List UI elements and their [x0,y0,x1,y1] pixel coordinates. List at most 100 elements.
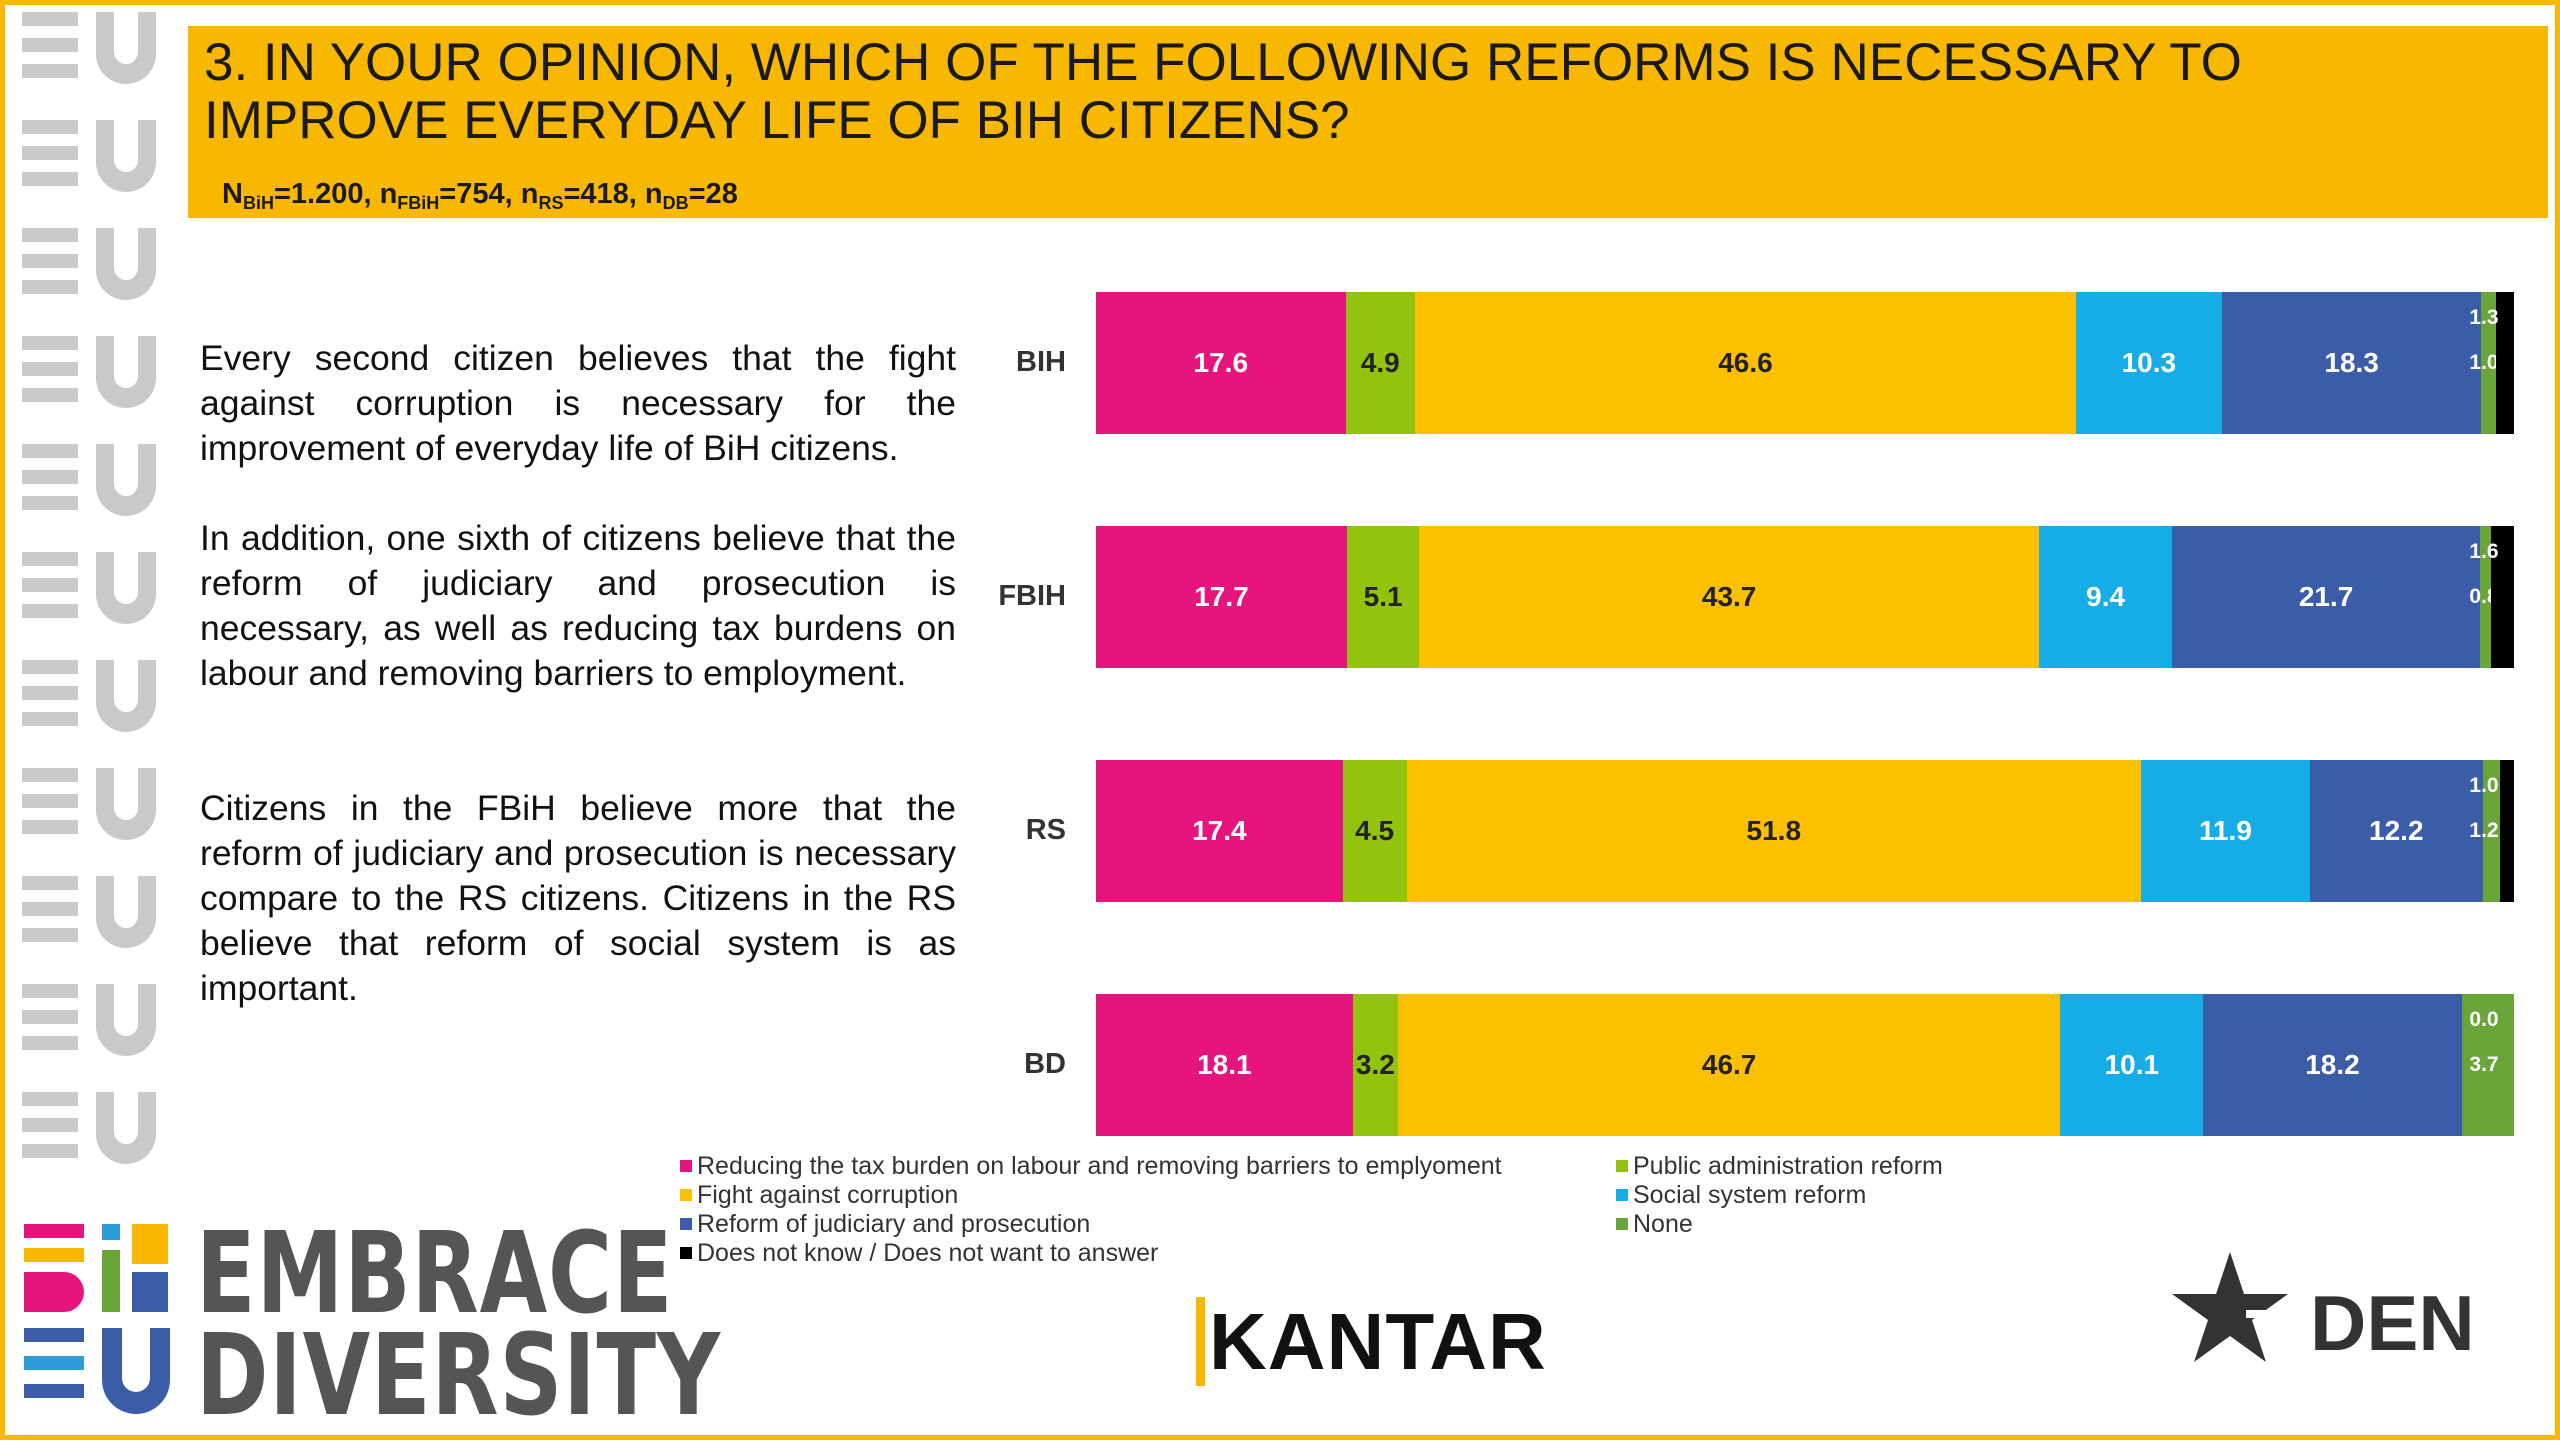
bar-value-label: 43.7 [1701,581,1757,612]
bar-segment [1096,760,1343,902]
bar-value-label: 0.8 [2469,585,2499,608]
decor-shape [96,768,156,840]
bar-value-label: 1.2 [2469,819,2499,842]
diversity-text: DIVERSITY [196,1311,721,1441]
decor-shape [22,820,78,834]
legend-label: Does not know / Does not want to answer [697,1239,1159,1267]
bar-segment [2038,526,2173,668]
decor-shape [96,12,156,84]
decor-shape [22,228,78,242]
bar-segment [2060,994,2204,1136]
decor-shape [22,1144,78,1158]
decor-shape [22,120,78,134]
bar-segment [2495,292,2514,434]
decor-shape [22,336,78,350]
bar-value-label: 46.6 [1718,347,1773,378]
bar-segment [2075,292,2222,434]
bar-value-label: 21.7 [2298,581,2354,612]
bar-value-label: 17.4 [1192,815,1247,846]
decor-shape [22,146,78,160]
bar-value-label: 5.1 [1363,581,1403,612]
decor-shape [96,1092,156,1164]
bar-value-label: 51.8 [1746,815,1802,846]
bar-value-label: 18.1 [1197,1049,1252,1080]
decor-shape [22,254,78,268]
bar-value-label: 3.7 [2469,1053,2499,1076]
decor-shape [22,604,78,618]
bar-value-label: 10.1 [2104,1049,2160,1080]
bar-value-label: 18.2 [2305,1049,2360,1080]
bar-segment [2491,526,2514,668]
decor-shape [22,1010,78,1024]
sample-sub: FBiH [397,193,440,213]
decor-shape [22,876,78,890]
bar-value-label: 1.0 [2469,351,2499,374]
eu-bih-pattern-decoration [22,12,156,1164]
bar-segment [1398,994,2061,1136]
decor-shape [22,444,78,458]
bar-value-label: 3.2 [1355,1049,1395,1080]
bar-value-label: 17.7 [1194,581,1249,612]
decor-shape [22,984,78,998]
bar-segment [1096,526,1347,668]
legend-item: None [1616,1210,1693,1239]
legend-swatch [1616,1189,1628,1201]
decor-shape [22,794,78,808]
bar-segment [1346,526,1420,668]
decor-shape [22,552,78,566]
bar-value-label: 17.6 [1193,347,1249,378]
legend-swatch [1616,1160,1628,1172]
bar-segment [1345,292,1416,434]
title-line-2: IMPROVE EVERYDAY LIFE OF BIH CITIZENS? [204,91,1350,150]
sample-val: =28 [688,178,738,210]
den-logo: DEN [2172,1252,2470,1367]
decor-shape [22,496,78,510]
decor-shape [22,470,78,484]
bar-segment [2309,760,2483,902]
legend-swatch [680,1247,692,1259]
sample-n: n [379,178,398,210]
bar-segment [1096,994,1353,1136]
bar-segment [2461,994,2514,1136]
legend-label: Reform of judiciary and prosecution [697,1210,1091,1238]
decor-shape [96,660,156,732]
legend-label: Social system reform [1633,1181,1867,1209]
bar-segment [2479,526,2492,668]
decor-shape [22,686,78,700]
legend-label: Reducing the tax burden on labour and re… [697,1152,1502,1180]
decor-shape [22,660,78,674]
title-line-1: 3. IN YOUR OPINION, WHICH OF THE FOLLOWI… [204,33,2242,92]
bar-value-label: 1.6 [2469,540,2499,563]
header-band: 3. IN YOUR OPINION, WHICH OF THE FOLLOWI… [188,26,2548,218]
decor-shape [22,64,78,78]
sample-sub: DB [662,193,689,213]
decor-shape [22,1092,78,1106]
decor-shape [96,552,156,624]
decor-shape [22,362,78,376]
decor-shape [22,902,78,916]
legend-swatch [680,1218,692,1230]
legend-item: Public administration reform [1616,1152,1943,1181]
legend-label: Fight against corruption [697,1181,959,1209]
decor-shape [22,172,78,186]
sample-n: n [644,178,663,210]
bar-segment [1096,292,1346,434]
bar-segment [1352,994,1399,1136]
legend-swatch [1616,1218,1628,1230]
bar-value-label: 11.9 [2198,815,2252,846]
category-label: BIH [1016,346,1066,378]
decor-shape [96,120,156,192]
bar-value-label: 12.2 [2369,815,2424,846]
decor-shape [22,928,78,942]
decor-shape [22,12,78,26]
sample-val: =1.200, [273,178,380,210]
decor-shape [22,38,78,52]
summary-paragraph-2: In addition, one sixth of citizens belie… [200,518,956,693]
kantar-logo: KANTAR [1196,1296,1547,1388]
bar-segment [2221,292,2482,434]
summary-paragraph-1: Every second citizen believes that the f… [200,338,956,468]
bih-eu-logo-icon [24,1224,170,1414]
sample-sub: RS [538,193,564,213]
decor-shape [22,578,78,592]
